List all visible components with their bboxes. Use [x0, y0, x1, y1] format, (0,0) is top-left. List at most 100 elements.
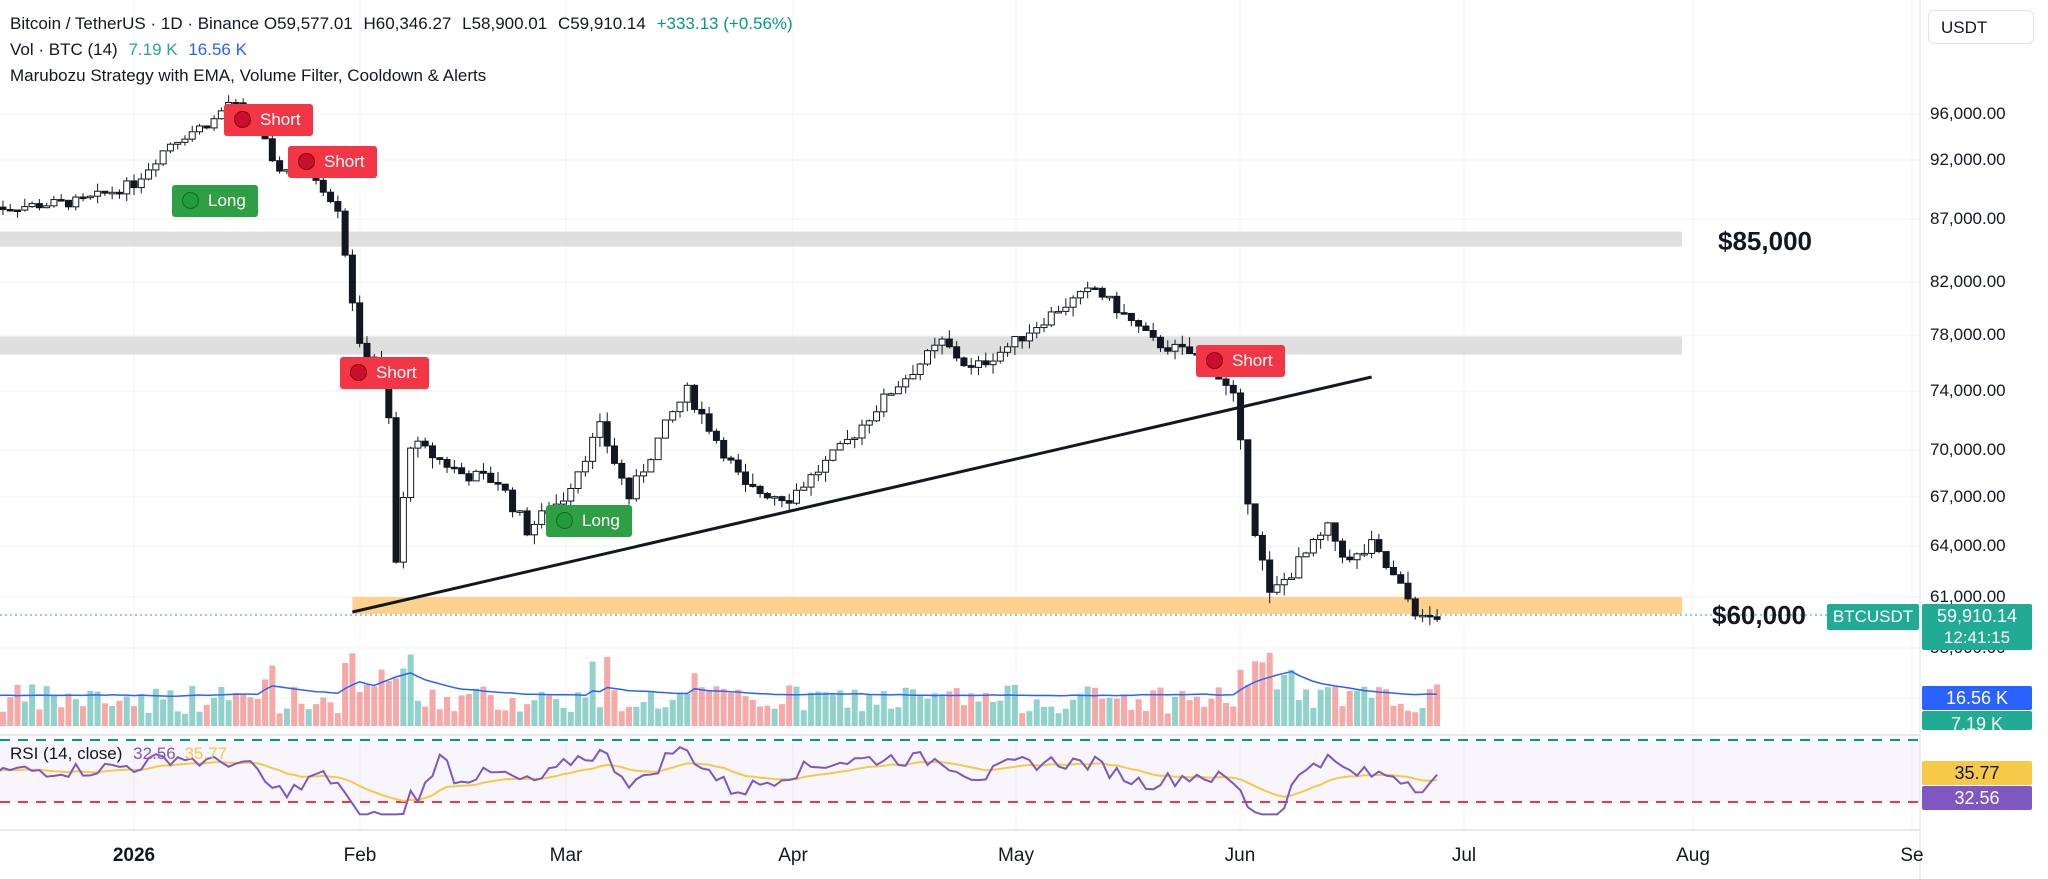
- volume-bar: [1281, 675, 1288, 726]
- volume-ma-line: [0, 670, 1438, 697]
- legend-low: L58,900.01: [462, 14, 548, 33]
- candle: [166, 143, 174, 152]
- price-tick: 67,000.00: [1930, 487, 2006, 506]
- signal-long-tag[interactable]: Long: [546, 505, 632, 537]
- candle: [792, 489, 800, 504]
- volume-bar: [451, 711, 458, 726]
- candle: [1135, 320, 1143, 327]
- candle: [1433, 616, 1441, 620]
- volume-bar: [1419, 707, 1426, 726]
- candle: [785, 500, 793, 504]
- candle: [953, 346, 961, 359]
- signal-label: Short: [260, 110, 301, 129]
- price-tick: 78,000.00: [1930, 325, 2006, 344]
- volume-bar: [1346, 690, 1353, 726]
- currency-selector[interactable]: USDT: [1928, 10, 2034, 44]
- candle: [1404, 582, 1412, 600]
- signal-short-tag[interactable]: Short: [288, 146, 377, 178]
- candle: [567, 487, 575, 502]
- volume-bar: [844, 707, 851, 726]
- candle: [843, 438, 851, 445]
- volume-bar: [29, 684, 36, 726]
- legend-symbol[interactable]: Bitcoin / TetherUS · 1D · Binance: [10, 14, 260, 33]
- volume-bar: [1019, 713, 1026, 726]
- red-dot-icon: [1206, 352, 1223, 369]
- signal-short-tag[interactable]: Short: [340, 357, 429, 389]
- candle: [334, 201, 342, 212]
- candle: [1142, 325, 1150, 331]
- volume-bar: [298, 703, 305, 726]
- signal-short-tag[interactable]: Short: [1196, 345, 1285, 377]
- candle: [676, 401, 684, 413]
- volume-bar: [378, 669, 385, 726]
- volume-bar: [1121, 695, 1128, 726]
- legend-ohlc: Bitcoin / TetherUS · 1D · Binance O59,57…: [10, 14, 799, 34]
- volume-bar: [240, 694, 247, 726]
- signal-long-tag[interactable]: Long: [172, 185, 258, 217]
- legend-vol-label[interactable]: Vol · BTC (14): [10, 40, 118, 59]
- signal-short-tag[interactable]: Short: [224, 104, 313, 136]
- red-dot-icon: [298, 153, 315, 170]
- volume-bar: [888, 708, 895, 726]
- candle: [938, 338, 946, 346]
- candle: [1106, 295, 1114, 299]
- candle: [1258, 534, 1266, 561]
- candle: [705, 413, 713, 432]
- candle: [450, 466, 458, 470]
- rsi-ma-box: 35.77: [1922, 761, 2032, 785]
- volume-bar: [895, 707, 902, 726]
- volume-bar: [1193, 696, 1200, 726]
- volume-bar: [1201, 706, 1208, 726]
- candle: [632, 475, 640, 500]
- price-tick: 74,000.00: [1930, 381, 2006, 400]
- trendline: [352, 375, 1372, 614]
- candle: [1397, 574, 1405, 584]
- rsi-legend[interactable]: RSI (14, close) 32.56 35.77: [10, 744, 227, 764]
- candle: [749, 483, 757, 487]
- volume-bar: [1310, 707, 1317, 726]
- volume-bar: [1099, 698, 1106, 726]
- candle: [807, 474, 815, 488]
- volume-bar: [764, 705, 771, 726]
- volume-bars: [0, 652, 1441, 726]
- candle: [945, 338, 953, 348]
- candle: [669, 411, 677, 421]
- candle: [130, 180, 138, 189]
- volume-ma: [0, 670, 1438, 697]
- volume-bar: [531, 700, 538, 726]
- candle: [865, 420, 873, 426]
- volume-bar: [72, 699, 79, 726]
- volume-bar: [145, 712, 152, 726]
- volume-bar: [946, 691, 953, 726]
- candle: [763, 492, 771, 499]
- candle: [683, 384, 691, 403]
- candle: [1237, 392, 1245, 441]
- volume-bar: [1150, 690, 1157, 726]
- volume-bar: [65, 693, 72, 726]
- volume-bar: [1084, 686, 1091, 726]
- volume-bar: [356, 692, 363, 726]
- candle: [79, 196, 87, 200]
- red-dot-icon: [234, 111, 251, 128]
- legend-strategy[interactable]: Marubozu Strategy with EMA, Volume Filte…: [10, 66, 487, 85]
- candle: [1295, 556, 1303, 579]
- price-tick: 87,000.00: [1930, 209, 2006, 228]
- volume-bar: [174, 711, 181, 726]
- candle: [873, 411, 881, 422]
- volume-bar: [1048, 706, 1055, 726]
- candle: [152, 163, 160, 171]
- rsi-line: [0, 746, 1438, 816]
- candle: [1251, 503, 1259, 536]
- time-tick: May: [998, 845, 1034, 866]
- volume-bar: [909, 689, 916, 726]
- candle: [974, 360, 982, 368]
- volume-bar: [247, 697, 254, 726]
- red-dot-icon: [350, 364, 367, 381]
- candle: [181, 138, 189, 143]
- volume-bar: [1434, 684, 1441, 726]
- volume-bar: [1033, 699, 1040, 726]
- legend-volume: Vol · BTC (14) 7.19 K 16.56 K: [10, 40, 247, 60]
- candle: [640, 471, 648, 477]
- volume-bar: [181, 713, 188, 726]
